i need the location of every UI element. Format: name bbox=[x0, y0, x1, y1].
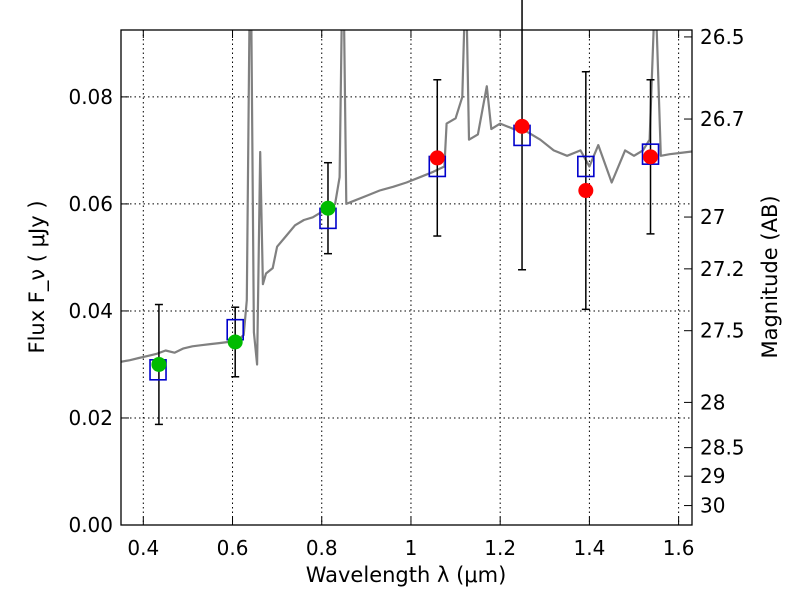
y-tick-label: 0.08 bbox=[68, 85, 113, 109]
y-tick-label: 0.02 bbox=[68, 406, 113, 430]
plot-background bbox=[121, 30, 692, 525]
y-tick-label: 0.06 bbox=[68, 192, 113, 216]
y-tick-label: 0.04 bbox=[68, 299, 113, 323]
y-tick-label: 0.00 bbox=[68, 513, 113, 537]
x-axis-label: Wavelength λ (μm) bbox=[306, 563, 507, 587]
model-photometry-square bbox=[577, 155, 595, 178]
axis-ticks bbox=[121, 30, 692, 526]
observed-point bbox=[643, 149, 659, 165]
plot-frame bbox=[120, 29, 693, 526]
magnitude-tick-label: 27.2 bbox=[700, 257, 745, 281]
magnitude-tick-label: 28.5 bbox=[700, 436, 745, 460]
observed-point bbox=[320, 200, 336, 216]
observed-point bbox=[514, 118, 530, 134]
x-tick-label: 1 bbox=[405, 536, 418, 560]
magnitude-tick-label: 27 bbox=[700, 205, 725, 229]
magnitude-tick-label: 26.5 bbox=[700, 25, 745, 49]
x-tick-label: 0.4 bbox=[127, 536, 159, 560]
x-tick-label: 1.4 bbox=[573, 536, 605, 560]
y-axis-right-label: Magnitude (AB) bbox=[758, 195, 782, 358]
magnitude-tick-label: 27.5 bbox=[700, 319, 745, 343]
magnitude-tick-label: 26.7 bbox=[700, 107, 745, 131]
magnitude-tick-label: 30 bbox=[700, 494, 725, 518]
observed-point bbox=[429, 150, 445, 166]
magnitude-tick-label: 28 bbox=[700, 390, 725, 414]
x-tick-label: 1.6 bbox=[663, 536, 695, 560]
x-tick-label: 1.2 bbox=[484, 536, 516, 560]
y-axis-left-label: Flux F_ν ( μJy ) bbox=[25, 200, 50, 353]
x-tick-label: 0.8 bbox=[306, 536, 338, 560]
observed-point bbox=[227, 334, 243, 350]
grid bbox=[121, 30, 692, 526]
observed-point bbox=[578, 183, 594, 199]
magnitude-tick-label: 29 bbox=[700, 464, 725, 488]
x-tick-label: 0.6 bbox=[217, 536, 249, 560]
tick-labels: 0.4 0.6 0.8 1 1.2 1.4 1.6 0.00 0.02 0.04 0.06 0.08 2… bbox=[68, 25, 744, 560]
observed-point bbox=[151, 356, 167, 372]
observed-points bbox=[151, 118, 659, 372]
